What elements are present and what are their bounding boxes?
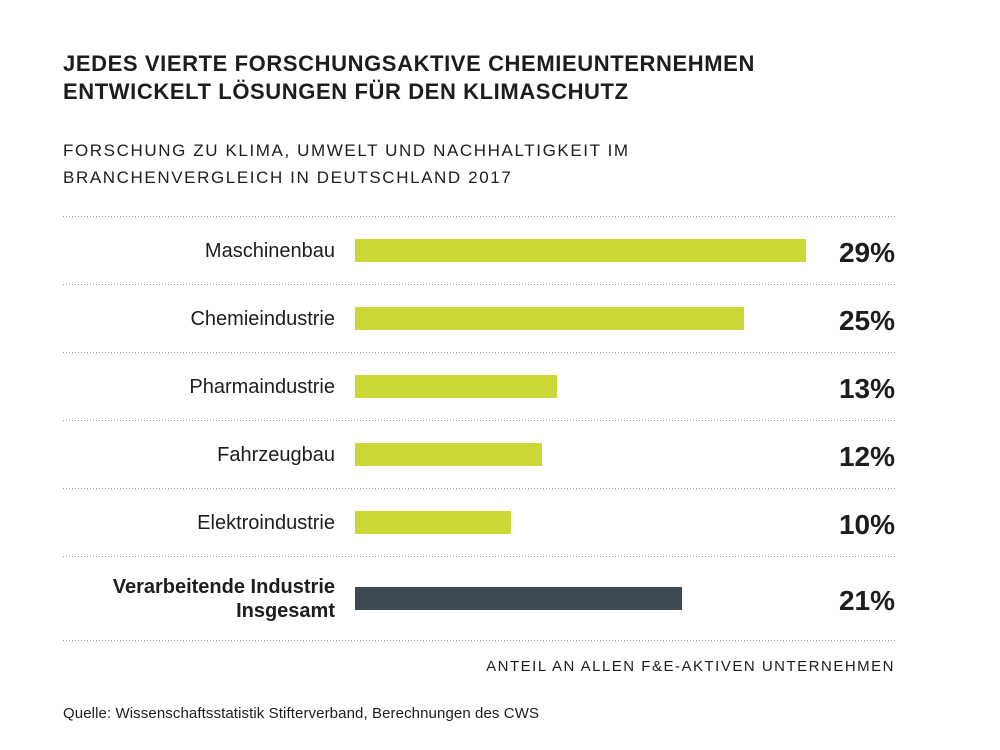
- chart-subtitle-line-1: FORSCHUNG ZU KLIMA, UMWELT UND NACHHALTI…: [63, 141, 630, 160]
- chart-title-line-2: ENTWICKELT LÖSUNGEN FÜR DEN KLIMASCHUTZ: [63, 79, 629, 104]
- bar-track: [355, 511, 806, 534]
- bar: [355, 239, 806, 262]
- bar-track: [355, 443, 806, 466]
- chart-subtitle: FORSCHUNG ZU KLIMA, UMWELT UND NACHHALTI…: [63, 137, 895, 191]
- bar-chart: Maschinenbau 29% Chemieindustrie 25% Pharmai…: [63, 216, 895, 641]
- row-separator: [63, 556, 895, 557]
- chart-title: JEDES VIERTE FORSCHUNGSAKTIVE CHEMIEUNTE…: [63, 50, 895, 106]
- category-label: Maschinenbau: [63, 239, 335, 263]
- bar-row: Pharmaindustrie 13%: [63, 353, 895, 420]
- bar-row: Elektroindustrie 10%: [63, 489, 895, 556]
- category-label: Elektroindustrie: [63, 511, 335, 535]
- bar: [355, 587, 682, 610]
- axis-note: ANTEIL AN ALLEN F&E-AKTIVEN UNTERNEHMEN: [486, 658, 895, 675]
- content-area: JEDES VIERTE FORSCHUNGSAKTIVE CHEMIEUNTE…: [63, 50, 895, 722]
- bar-track: [355, 375, 806, 398]
- row-separator: [63, 352, 895, 353]
- value-label: 25%: [838, 304, 895, 336]
- category-label-line: Verarbeitende Industrie: [112, 575, 335, 598]
- bar-row: Verarbeitende Industrie Insgesamt 21%: [63, 557, 895, 640]
- value-label: 12%: [838, 440, 895, 472]
- source-note: Quelle: Wissenschaftsstatistik Stifterve…: [63, 705, 540, 722]
- category-label: Fahrzeugbau: [63, 443, 335, 467]
- row-separator: [63, 216, 895, 217]
- row-separator: [63, 284, 895, 285]
- category-label-line: Elektroindustrie: [197, 511, 335, 534]
- category-label: Chemieindustrie: [63, 307, 335, 331]
- bar-row: Fahrzeugbau 12%: [63, 421, 895, 488]
- bar: [355, 307, 744, 330]
- bar-track: [355, 587, 806, 610]
- row-separator: [63, 640, 895, 641]
- value-label: 29%: [838, 236, 895, 268]
- bar-row: Chemieindustrie 25%: [63, 285, 895, 352]
- value-label: 13%: [838, 372, 895, 404]
- category-label: Pharmaindustrie: [63, 375, 335, 399]
- category-label-line: Maschinenbau: [204, 239, 335, 262]
- bar-row: Maschinenbau 29%: [63, 217, 895, 284]
- chart-subtitle-line-2: BRANCHENVERGLEICH IN DEUTSCHLAND 2017: [63, 168, 513, 187]
- bar-track: [355, 307, 806, 330]
- row-separator: [63, 488, 895, 489]
- category-label: Verarbeitende Industrie Insgesamt: [63, 575, 335, 623]
- value-label: 21%: [838, 584, 895, 616]
- category-label-line: Fahrzeugbau: [217, 443, 335, 466]
- value-label: 10%: [838, 508, 895, 540]
- bar-track: [355, 239, 806, 262]
- bar: [355, 443, 542, 466]
- category-label-line: Chemieindustrie: [190, 307, 335, 330]
- category-label-line: Pharmaindustrie: [189, 375, 335, 398]
- bar: [355, 375, 558, 398]
- bar: [355, 511, 511, 534]
- chart-title-line-1: JEDES VIERTE FORSCHUNGSAKTIVE CHEMIEUNTE…: [63, 51, 755, 76]
- row-separator: [63, 420, 895, 421]
- category-label-line: Insgesamt: [236, 599, 335, 622]
